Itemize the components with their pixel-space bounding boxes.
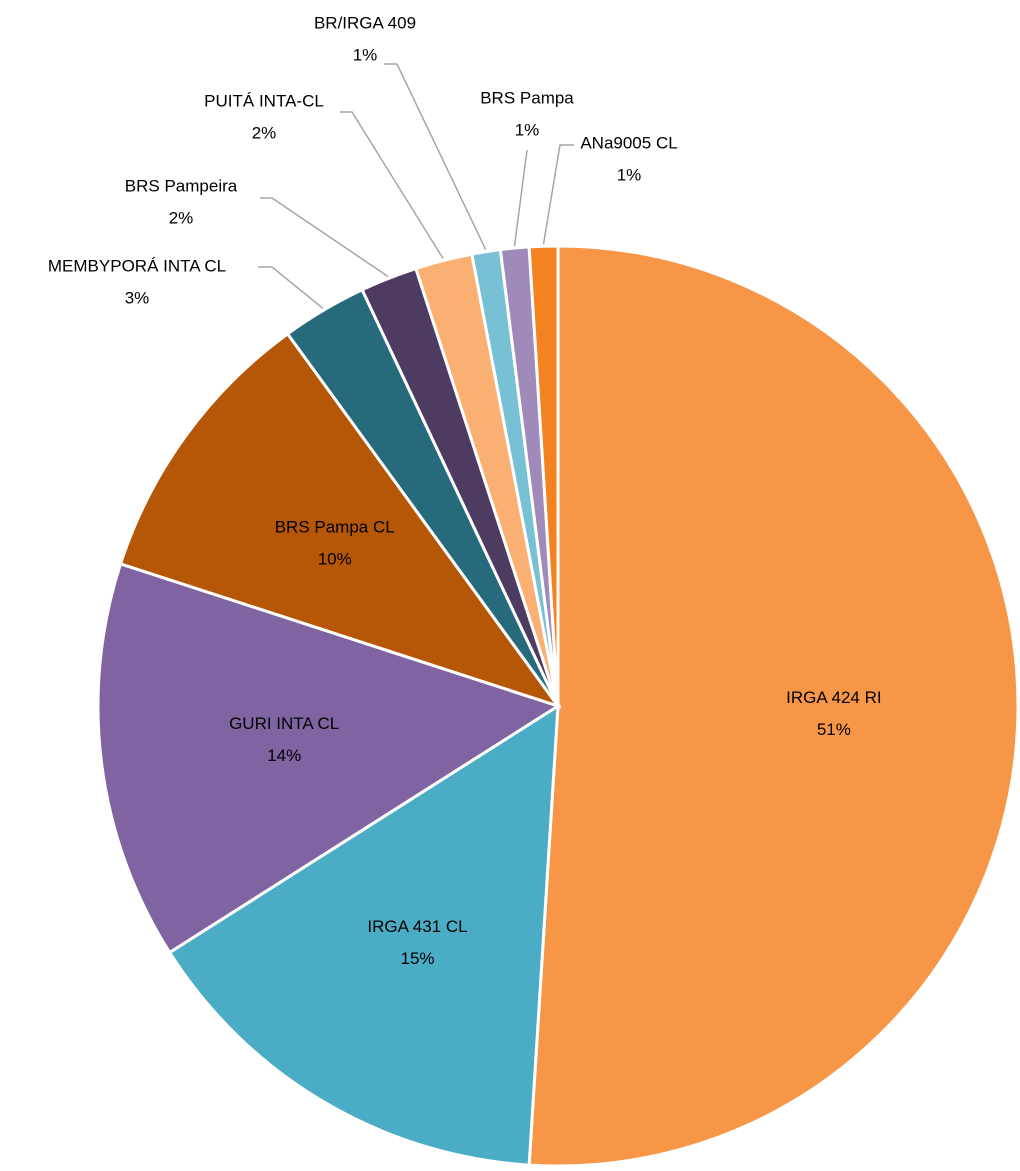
pie-slice: [118, 331, 562, 709]
value-label: 10%: [318, 549, 352, 568]
category-label: BR/IRGA 409: [314, 13, 416, 32]
value-label: 51%: [817, 720, 851, 739]
value-label: 3%: [125, 288, 150, 307]
value-label: 14%: [267, 746, 301, 765]
value-label: 1%: [353, 45, 378, 64]
value-label: 2%: [252, 123, 277, 142]
leader-line: [542, 144, 574, 245]
category-label: IRGA 424 RI: [786, 688, 881, 707]
leader-line: [384, 63, 487, 251]
pie-slice: [527, 244, 1020, 1168]
pie-slice: [167, 703, 560, 1167]
category-label: IRGA 431 CL: [367, 917, 467, 936]
value-label: 2%: [169, 208, 194, 227]
category-label: BRS Pampa CL: [275, 517, 395, 536]
leader-line: [513, 149, 528, 247]
category-label: GURI INTA CL: [229, 714, 339, 733]
pie-slice: [527, 244, 560, 707]
category-label: PUITÁ INTA-CL: [204, 91, 324, 110]
value-label: 15%: [400, 949, 434, 968]
value-label: 1%: [617, 165, 642, 184]
value-label: 1%: [515, 120, 540, 139]
leader-line: [260, 197, 389, 278]
category-label: ANa9005 CL: [580, 133, 677, 152]
leader-line: [258, 266, 324, 309]
category-label: BRS Pampeira: [125, 176, 238, 195]
category-label: MEMBYPORÁ INTA CL: [48, 256, 226, 275]
category-label: BRS Pampa: [480, 88, 574, 107]
pie-slice: [96, 561, 562, 955]
leader-line: [340, 111, 444, 259]
